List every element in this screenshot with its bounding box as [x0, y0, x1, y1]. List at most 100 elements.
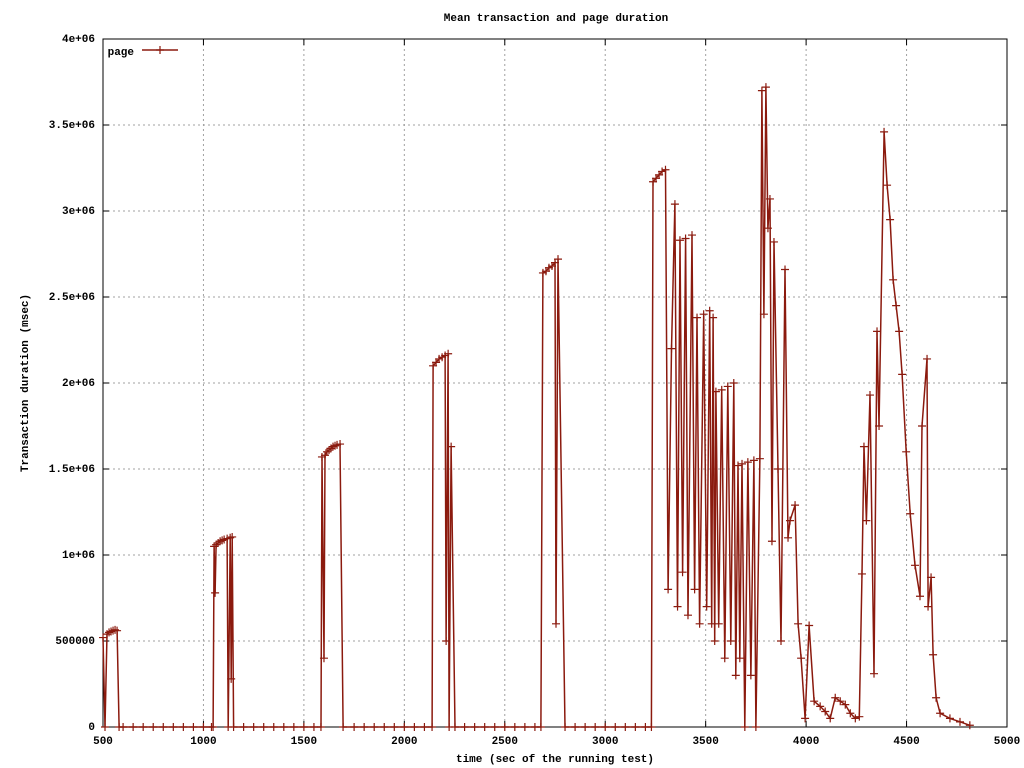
point-marker [325, 446, 333, 455]
point-marker [892, 301, 901, 310]
point-marker [805, 621, 814, 630]
point-marker [801, 714, 810, 723]
point-marker [279, 723, 288, 731]
point-marker [631, 723, 640, 731]
point-marker [229, 723, 238, 731]
point-marker [673, 602, 682, 611]
point-marker [400, 723, 409, 731]
point-marker [711, 387, 720, 396]
point-marker [370, 723, 379, 731]
point-marker [846, 709, 855, 718]
point-marker [735, 654, 744, 663]
point-marker [927, 573, 936, 582]
point-marker [751, 723, 760, 731]
x-tick-label: 2000 [391, 736, 417, 748]
point-marker [571, 723, 580, 731]
point-marker [759, 310, 768, 319]
point-marker [470, 723, 479, 731]
point-marker [101, 723, 110, 731]
point-marker [731, 671, 740, 680]
point-marker [212, 540, 221, 549]
point-marker [428, 723, 437, 731]
point-marker [810, 697, 819, 706]
point-marker [886, 215, 895, 224]
point-marker [705, 306, 714, 315]
point-marker [591, 723, 600, 731]
point-marker [702, 602, 711, 611]
point-marker [249, 723, 258, 731]
point-marker [729, 379, 738, 387]
point-marker [693, 313, 702, 322]
point-marker [319, 654, 328, 663]
point-marker [420, 723, 429, 731]
point-marker [601, 723, 610, 731]
y-tick-label: 3.5e+06 [49, 120, 95, 132]
point-marker [211, 588, 220, 597]
point-marker [945, 714, 954, 723]
point-marker [327, 444, 336, 453]
point-marker [139, 723, 148, 731]
point-marker [289, 723, 298, 731]
point-marker [329, 442, 338, 451]
point-marker [791, 501, 800, 510]
point-marker [380, 723, 389, 731]
point-marker [490, 723, 499, 731]
point-marker [322, 447, 331, 456]
point-marker [647, 723, 656, 731]
point-marker [99, 633, 107, 642]
point-marker [821, 707, 830, 716]
point-marker [816, 702, 825, 711]
point-marker [216, 537, 225, 546]
x-axis-label: time (sec of the running test) [456, 754, 654, 766]
point-marker [683, 611, 692, 620]
point-marker [749, 456, 758, 465]
point-marker [743, 458, 752, 467]
x-tick-label: 5000 [994, 736, 1020, 748]
point-marker [218, 536, 227, 545]
point-marker [709, 313, 718, 322]
point-marker [924, 602, 933, 611]
x-tick-label: 4500 [893, 736, 919, 748]
point-marker [761, 83, 770, 92]
point-marker [500, 723, 509, 731]
point-marker [239, 723, 248, 731]
point-marker [916, 592, 925, 601]
x-tick-label: 4000 [793, 736, 819, 748]
point-marker [678, 568, 687, 577]
point-marker [444, 349, 453, 358]
point-marker [621, 723, 630, 731]
point-marker [675, 236, 684, 245]
point-marker [480, 723, 489, 731]
point-marker [836, 697, 845, 706]
point-marker [895, 327, 904, 336]
point-marker [910, 561, 919, 570]
point-marker [320, 451, 329, 460]
point-marker [209, 723, 218, 731]
y-tick-label: 500000 [55, 636, 95, 648]
point-marker [169, 723, 178, 731]
point-marker [228, 532, 237, 541]
point-marker [214, 538, 223, 547]
point-marker [880, 127, 889, 136]
point-marker [510, 723, 519, 731]
point-marker [552, 619, 561, 628]
point-marker [929, 650, 938, 659]
point-marker [390, 723, 399, 731]
point-marker [841, 700, 850, 709]
point-marker [773, 465, 782, 473]
point-marker [227, 674, 236, 683]
point-marker [339, 723, 348, 731]
point-marker [932, 693, 941, 702]
point-marker [670, 200, 679, 209]
point-marker [797, 654, 806, 663]
point-marker [777, 637, 785, 645]
y-tick-label: 2e+06 [62, 378, 95, 390]
point-marker [129, 723, 138, 731]
point-marker [360, 723, 369, 731]
point-marker [767, 537, 776, 546]
point-marker [714, 619, 723, 628]
point-marker [410, 723, 419, 731]
y-tick-label: 1.5e+06 [49, 464, 95, 476]
point-marker [520, 723, 529, 731]
